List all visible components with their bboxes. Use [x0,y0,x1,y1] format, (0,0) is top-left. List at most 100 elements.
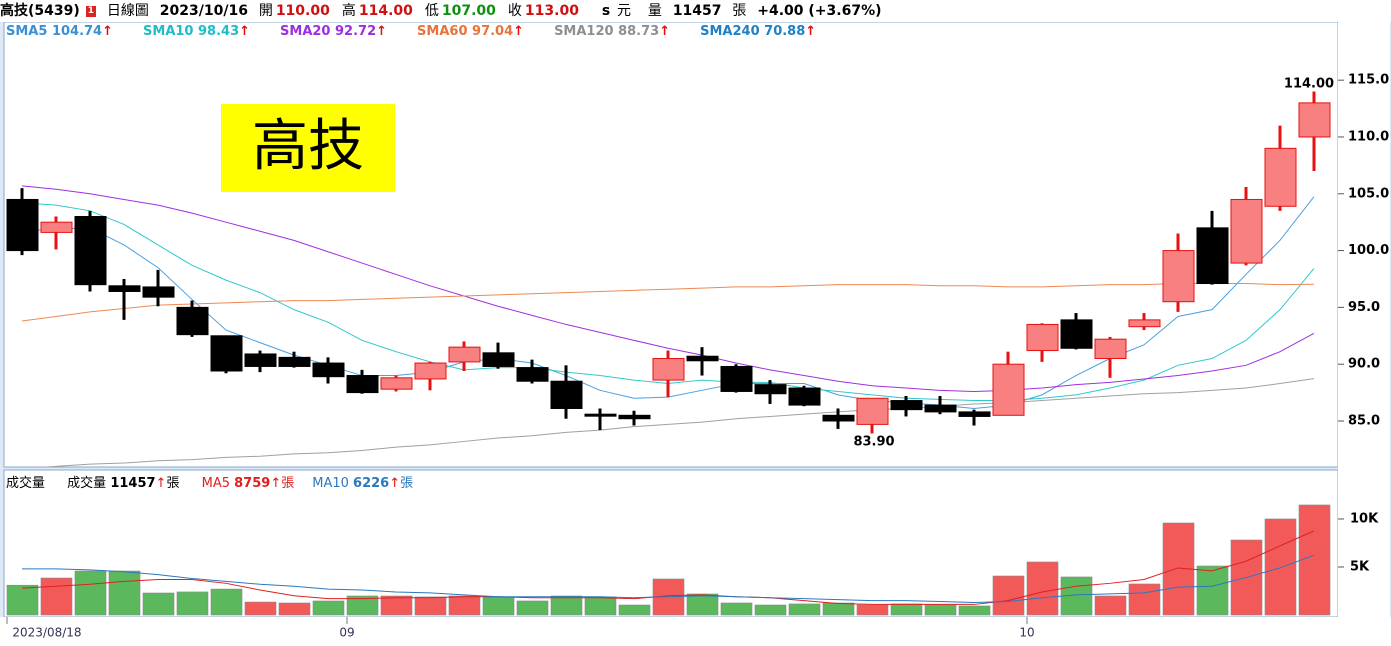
arrow: ↑ [270,476,282,491]
volume-bar [822,602,855,616]
candle-body [890,400,923,411]
arrow: ↑ [389,476,401,491]
ma-line [40,378,1315,467]
y-tick-label: 5K [1350,559,1370,574]
candle-body [1230,198,1263,264]
candle-body [1298,102,1331,138]
legend-value: 98.43 [198,24,240,39]
legend-name: SMA240 [700,24,760,39]
legend-value: 8759 [234,476,271,491]
arrow: ↑ [239,24,251,39]
volume: 11457 [672,3,722,19]
candle-body [6,198,39,252]
volume-bar [924,604,957,616]
candle-body [1196,227,1229,285]
legend-name: SMA20 [280,24,331,39]
legend-item: SMA5 104.74↑ [6,24,113,39]
candle-body [720,365,753,392]
price-plot [6,91,1331,467]
volume-bar [1094,595,1127,616]
volume-label: 成交量 [67,476,107,491]
y-tick-label: 95.0 [1348,300,1380,315]
volume-legend: 成交量 成交量 11457↑張 MA5 8759↑張 MA10 6226↑張 [6,472,431,491]
quote-label: 開 [258,3,273,19]
arrow: ↑ [513,24,525,39]
arrow: ↑ [659,24,671,39]
candle-body [516,367,549,382]
y-tick-label: 110.0 [1348,129,1389,144]
volume-bar [754,604,787,616]
legend-name: SMA60 [417,24,468,39]
candle-body [550,380,583,409]
unit: 張 [166,476,180,491]
volume-bar [720,602,753,616]
stamp-text: 高技 [252,114,364,179]
ma-line [22,554,1315,604]
volume-bar [584,596,617,616]
volume-bar [890,603,923,616]
quote-value: 110.00 [275,3,330,19]
candle-body [40,221,73,233]
x-tick-label: 2023/08/18 [12,626,81,640]
candle-body [1026,323,1059,352]
candle-body [1128,319,1161,328]
legend-name: SMA10 [143,24,194,39]
candle-body [380,377,413,390]
candle-body [924,404,957,413]
quote-label: 低 [424,3,439,19]
legend-name: SMA120 [554,24,614,39]
candle-body [482,352,515,367]
candle-body [108,285,141,292]
candle-body [754,384,787,395]
legend-item: SMA20 92.72↑ [280,24,387,39]
arrow: ↑ [102,24,114,39]
volume-bar [1128,583,1161,616]
volume-bar [448,595,481,616]
high-annotation: 114.00 [1284,77,1334,92]
candle-body [448,346,481,363]
volume-bar [414,596,447,616]
volume-bar [788,603,821,616]
unit: 張 [400,476,414,491]
y-tick-label: 10K [1350,511,1379,526]
volume-bar [1196,565,1229,616]
legend-name: SMA5 [6,24,48,39]
legend-item: SMA60 97.04↑ [417,24,524,39]
ma-line [21,283,1315,322]
legend: SMA5 104.74↑ SMA10 98.43↑ SMA20 92.72↑ SMA6… [6,24,846,39]
candle-body [856,397,889,425]
candle-body [142,286,175,298]
quote-value: 113.00 [524,3,579,19]
candle-body [992,363,1025,416]
volume-bar [686,593,719,616]
candle-body [958,411,991,417]
low-annotation: 83.90 [853,435,894,450]
volume-bar [244,601,277,616]
volume-bar [958,605,991,616]
arrow: ↑ [805,24,817,39]
axes: 85.0 90.0 95.0 100.0 105.0 110.0 115.0 5K 10K 202… [6,73,1389,640]
legend-value: 92.72 [335,24,377,39]
volume-current: 成交量 11457↑張 [67,476,179,491]
y-tick-label: 115.0 [1348,73,1389,88]
change: +4.00 (+3.67%) [757,3,882,19]
volume-bar [992,575,1025,616]
quote-value: 114.00 [358,3,413,19]
date: 2023/10/16 [159,3,248,19]
candle-body [74,215,107,286]
quotes: 開 110.00 高 114.00 低 107.00 收 113.00 [259,3,591,19]
candle-body [312,362,345,378]
candle-body [176,306,209,336]
legend-item: SMA120 88.73↑ [554,24,670,39]
y-tick-label: 90.0 [1348,357,1380,372]
unit: 張 [281,476,295,491]
candle-body [1264,147,1297,207]
x-tick-label: 10 [1019,626,1034,640]
volume-bar [312,600,345,616]
volume-bar [6,584,39,616]
period: 日線圖 [106,3,149,19]
volume-bar [550,595,583,616]
volume-bar [176,591,209,616]
volume-bar [142,592,175,616]
candle-body [1094,338,1127,360]
